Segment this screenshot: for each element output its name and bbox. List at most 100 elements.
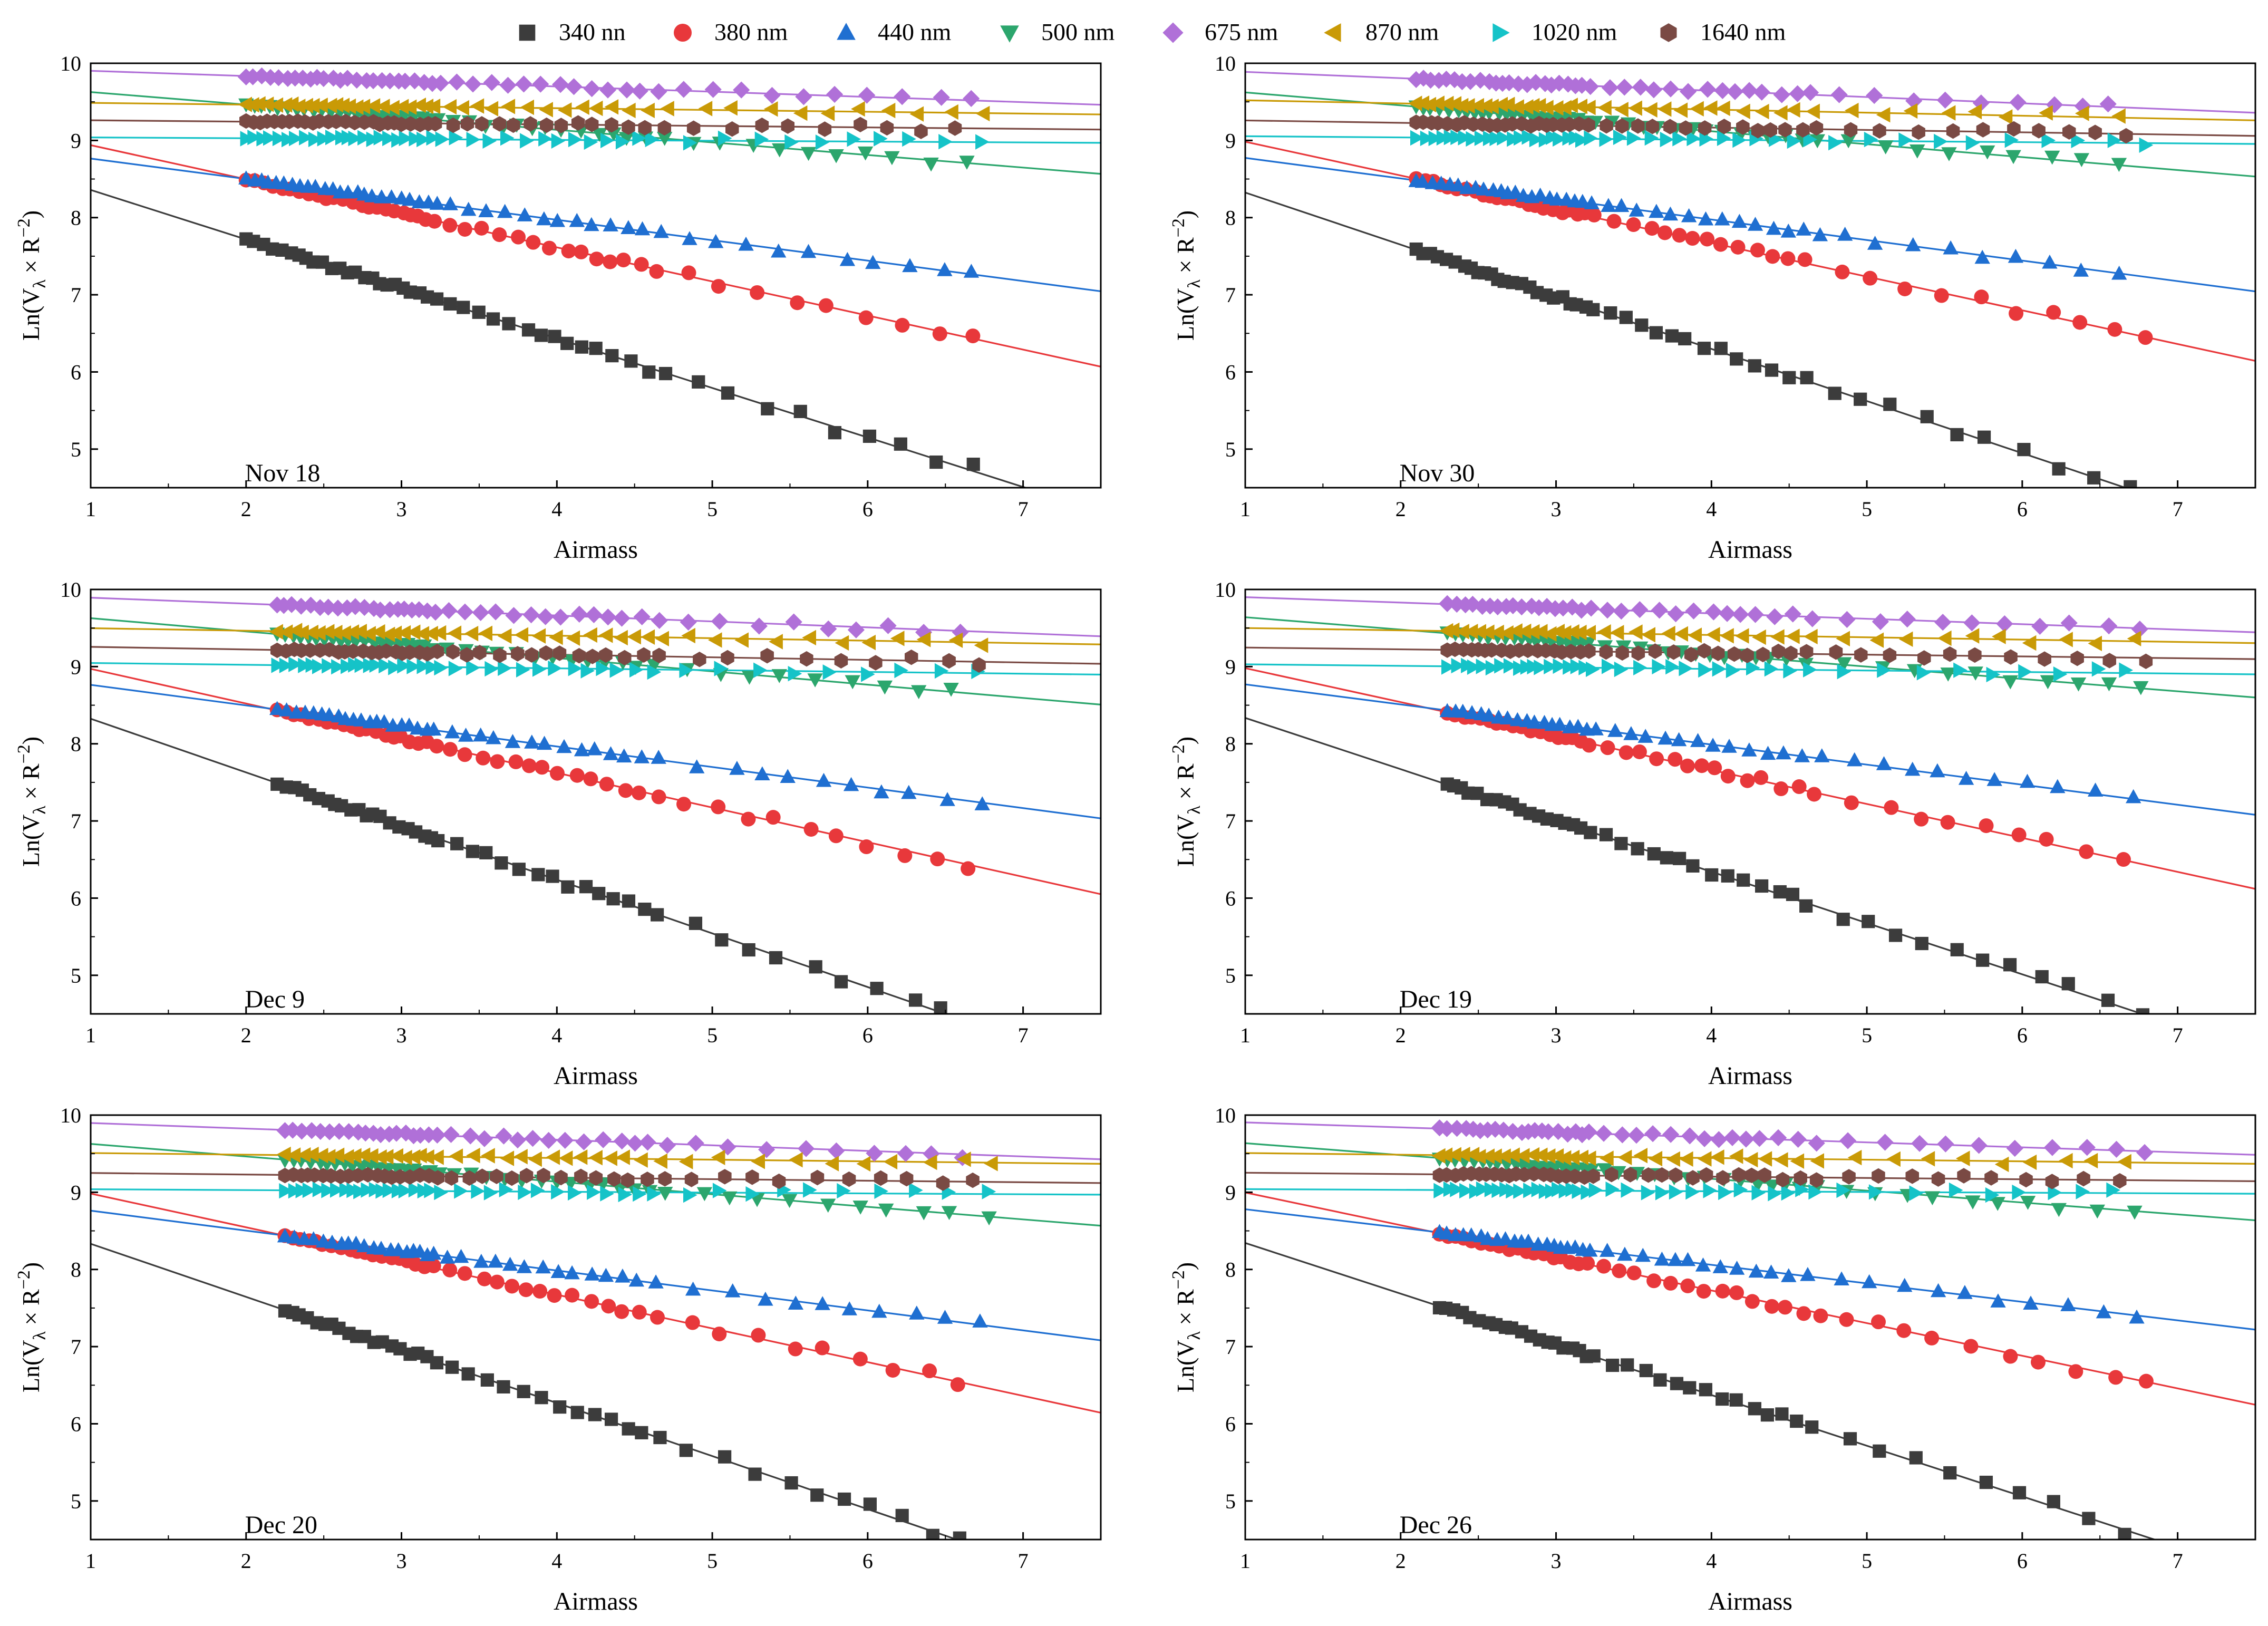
- data-point: [2039, 831, 2054, 847]
- data-point: [763, 86, 781, 104]
- data-point: [1740, 647, 1754, 663]
- data-point: [1884, 800, 1899, 815]
- data-point: [1521, 129, 1536, 145]
- x-tick-label: 2: [241, 1549, 251, 1573]
- data-point: [1480, 624, 1495, 640]
- data-point: [637, 647, 651, 663]
- series-1640-nm: [1440, 641, 2153, 669]
- data-point: [497, 204, 513, 218]
- data-point: [298, 657, 312, 673]
- data-point: [1915, 936, 1928, 951]
- data-point: [429, 739, 444, 754]
- data-point: [657, 132, 673, 146]
- data-point: [1965, 135, 1980, 151]
- data-point: [323, 98, 337, 113]
- data-point: [1655, 1185, 1670, 1201]
- data-point: [1836, 913, 1850, 926]
- data-point: [519, 1168, 534, 1184]
- data-point: [1773, 781, 1789, 797]
- x-tick-label: 4: [1706, 497, 1717, 521]
- data-point: [238, 170, 254, 185]
- data-point: [772, 143, 788, 158]
- data-point: [679, 1444, 693, 1457]
- data-point: [365, 1125, 382, 1142]
- legend-marker-1020-nm: [1492, 23, 1510, 42]
- data-point: [308, 131, 323, 148]
- data-point: [1660, 851, 1673, 865]
- data-point: [618, 132, 635, 146]
- data-point: [639, 1134, 656, 1151]
- x-tick-label: 1: [1240, 1023, 1251, 1047]
- y-tick-label: 8: [1225, 206, 1236, 230]
- data-point: [283, 596, 301, 613]
- series-340-nn: [239, 232, 980, 471]
- data-point: [521, 323, 536, 337]
- data-point: [1803, 662, 1817, 678]
- data-point: [1714, 342, 1728, 355]
- data-point: [1713, 237, 1728, 252]
- data-point: [2061, 977, 2075, 991]
- data-point: [2138, 1373, 2154, 1389]
- data-point: [535, 1259, 551, 1274]
- data-point: [632, 1304, 647, 1320]
- series-1020-nm: [1441, 657, 2133, 683]
- data-point: [721, 386, 735, 400]
- data-point: [1680, 1252, 1696, 1266]
- data-point: [857, 146, 874, 161]
- data-point: [1696, 1130, 1713, 1147]
- data-point: [2107, 322, 2122, 337]
- data-point: [641, 102, 655, 119]
- y-tick-label: 6: [71, 1412, 81, 1436]
- data-point: [244, 68, 261, 85]
- data-point: [1649, 751, 1664, 767]
- data-point: [687, 1135, 704, 1152]
- data-point: [575, 99, 589, 115]
- data-point: [1847, 752, 1863, 767]
- data-point: [460, 647, 474, 663]
- data-point: [1570, 719, 1586, 733]
- data-point: [546, 869, 559, 883]
- data-point: [609, 662, 624, 678]
- data-point: [1909, 1451, 1923, 1465]
- data-point: [2004, 649, 2018, 665]
- data-point: [2060, 1297, 2076, 1311]
- data-point: [565, 1288, 580, 1303]
- data-point: [424, 75, 441, 92]
- data-point: [1753, 770, 1769, 785]
- data-point: [574, 742, 590, 757]
- data-point: [899, 1170, 914, 1187]
- data-point: [479, 846, 493, 859]
- data-point: [1700, 231, 1715, 247]
- data-point: [1436, 130, 1451, 146]
- data-point: [1940, 815, 1955, 830]
- data-point: [712, 1327, 727, 1342]
- data-point: [624, 354, 638, 368]
- data-point: [1750, 243, 1765, 258]
- data-point: [1464, 705, 1480, 719]
- series-380-nm: [269, 702, 976, 876]
- data-point: [1866, 87, 1883, 104]
- data-point: [1897, 1277, 1913, 1292]
- data-point: [883, 1154, 898, 1170]
- data-point: [349, 99, 364, 115]
- data-point: [650, 1310, 665, 1325]
- data-point: [456, 603, 474, 621]
- data-point: [1747, 606, 1764, 623]
- data-point: [959, 156, 975, 170]
- data-point: [1688, 627, 1702, 643]
- data-point: [2099, 95, 2117, 113]
- data-point: [1872, 1168, 1885, 1184]
- data-point: [1470, 98, 1484, 114]
- fit-line-380-nm: [1245, 141, 2255, 362]
- data-point: [361, 1182, 375, 1198]
- x-tick-label: 6: [2017, 1023, 2028, 1047]
- y-tick-label: 7: [71, 283, 81, 307]
- data-point: [1773, 885, 1787, 899]
- data-point: [1680, 1278, 1695, 1293]
- data-point: [2082, 1512, 2096, 1525]
- data-point: [495, 1127, 512, 1145]
- data-point: [1864, 131, 1878, 148]
- data-point: [1439, 623, 1453, 639]
- data-point: [2073, 263, 2089, 277]
- data-point: [2051, 1203, 2067, 1217]
